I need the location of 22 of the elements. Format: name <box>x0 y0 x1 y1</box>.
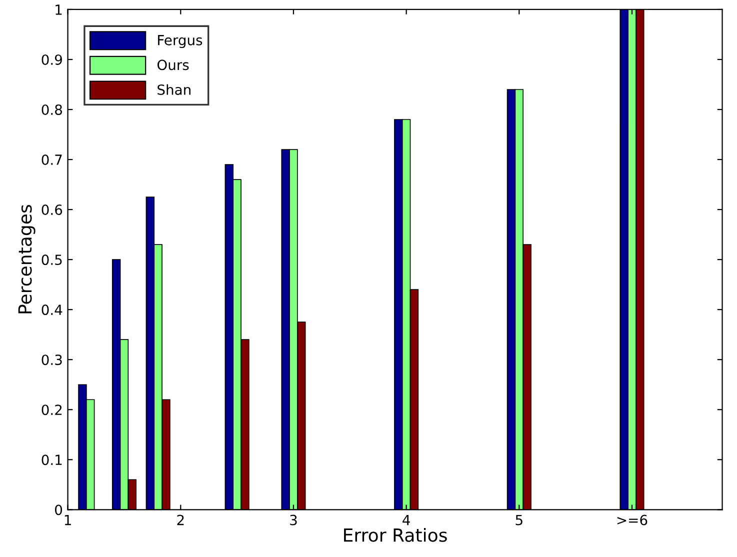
y-tick-label: 0.2 <box>42 404 62 416</box>
y-tick-label: 0.5 <box>42 254 62 266</box>
legend-label: Fergus <box>158 35 202 48</box>
y-axis-title: Percentages <box>18 204 36 314</box>
y-tick-label: 0.4 <box>42 304 62 316</box>
y-tick-label: 0.7 <box>42 154 62 165</box>
x-tick-label: 2 <box>177 514 184 526</box>
x-axis-title: Error Ratios <box>344 528 447 542</box>
x-tick-label: 4 <box>402 514 410 526</box>
y-tick-label: 0.1 <box>42 454 62 466</box>
y-tick-label: 1 <box>56 4 62 15</box>
y-tick-label: 0.6 <box>42 204 62 216</box>
x-tick-label: 1 <box>64 514 71 526</box>
y-tick-label: 0.9 <box>42 54 62 65</box>
y-tick-label: 0.8 <box>42 104 62 115</box>
y-tick-label: 0.3 <box>42 354 62 366</box>
x-tick-label: >=6 <box>617 514 648 526</box>
x-tick-label: 3 <box>290 514 297 526</box>
y-tick-label: 0 <box>55 504 62 516</box>
legend-label: Ours <box>157 60 189 70</box>
x-tick-label: 5 <box>516 514 522 526</box>
legend-label: Shan <box>158 84 190 95</box>
